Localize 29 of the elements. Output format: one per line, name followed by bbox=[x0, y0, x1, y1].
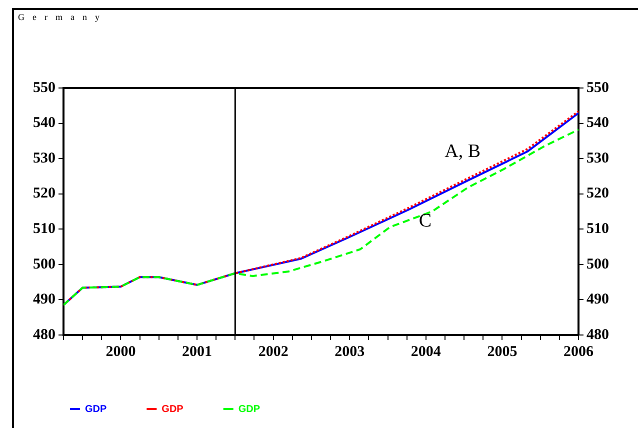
y-tick-label: 490 bbox=[33, 292, 56, 308]
x-tick-label: 2002 bbox=[258, 344, 288, 360]
x-tick-label: 2004 bbox=[410, 344, 442, 360]
legend-label: GDP bbox=[162, 404, 184, 415]
y2-tick-label: 490 bbox=[586, 292, 609, 308]
x-tick-label: 2006 bbox=[564, 344, 594, 360]
y-tick-label: 480 bbox=[33, 326, 56, 343]
x-tick-label: 2000 bbox=[106, 344, 136, 360]
y-tick-label: 500 bbox=[33, 256, 56, 272]
y2-tick-label: 540 bbox=[586, 115, 609, 132]
y-tick-label: 520 bbox=[33, 186, 56, 202]
y2-tick-label: 550 bbox=[586, 80, 609, 96]
y2-tick-label: 480 bbox=[586, 326, 609, 343]
y2-tick-label: 500 bbox=[586, 256, 609, 272]
x-tick-label: 2003 bbox=[334, 344, 365, 360]
y-tick-label: 510 bbox=[33, 221, 56, 238]
y2-tick-label: 510 bbox=[586, 221, 609, 238]
legend-label: GDP bbox=[85, 404, 107, 415]
annotation: A, B bbox=[444, 141, 481, 162]
y-tick-label: 550 bbox=[33, 80, 56, 96]
x-tick-label: 2005 bbox=[487, 344, 518, 360]
annotation: C bbox=[418, 210, 432, 232]
x-tick-label: 2001 bbox=[182, 344, 212, 360]
y-tick-label: 540 bbox=[33, 115, 56, 132]
y-tick-label: 530 bbox=[33, 150, 56, 166]
chart-title: Germany bbox=[18, 12, 108, 22]
legend-label: GDP bbox=[238, 404, 260, 415]
y2-tick-label: 520 bbox=[586, 186, 609, 202]
y2-tick-label: 530 bbox=[586, 150, 609, 166]
